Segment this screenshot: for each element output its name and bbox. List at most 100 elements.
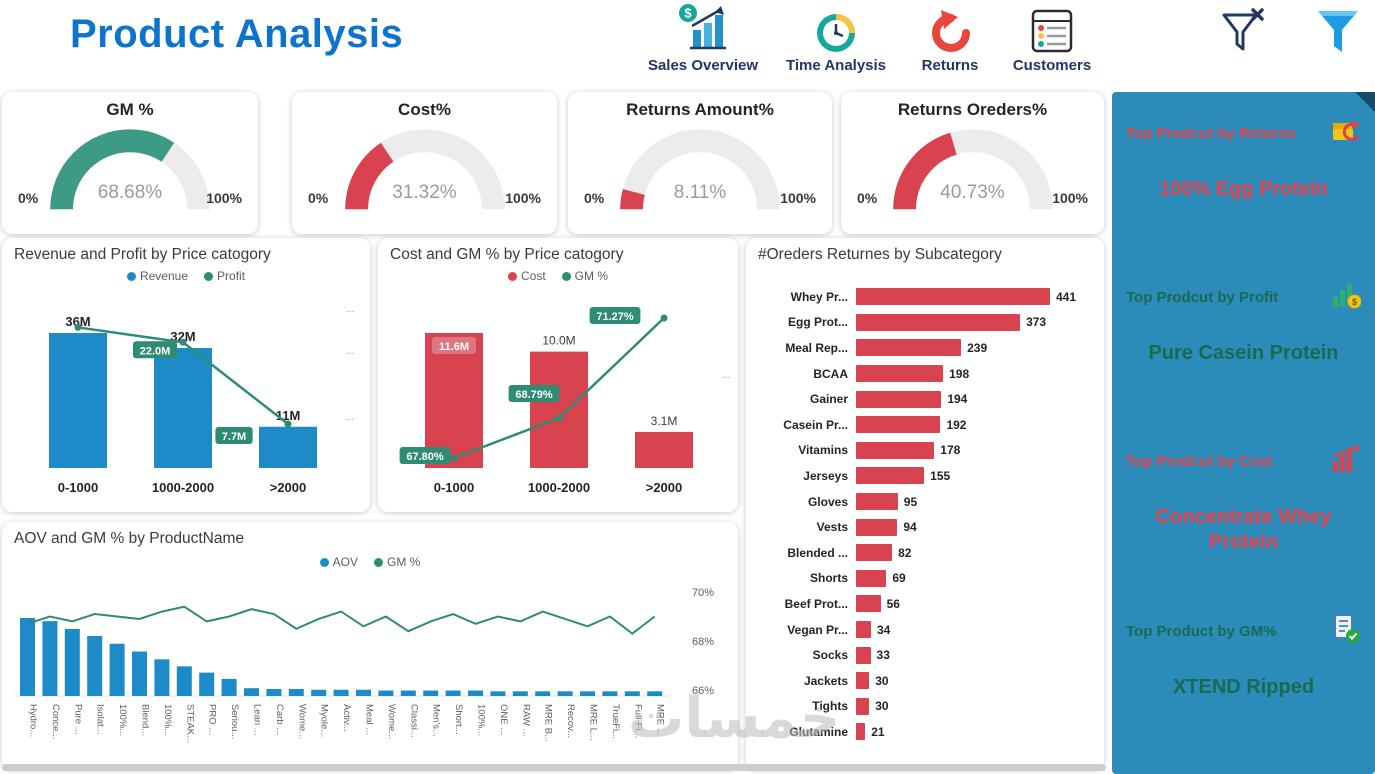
legend-item-cost[interactable]: Cost: [507, 269, 546, 283]
nav-time-analysis[interactable]: Time Analysis: [775, 2, 897, 74]
aov-bar-14[interactable]: [333, 689, 349, 696]
aov-bar-13[interactable]: [311, 689, 327, 696]
returns-bar[interactable]: [856, 467, 925, 485]
aov-bar-8[interactable]: [199, 672, 215, 696]
subcategory-row-Meal-Rep-[interactable]: Meal Rep... 239: [754, 335, 1100, 361]
cost-bar-0-1000[interactable]: [425, 333, 483, 468]
returns-bar[interactable]: [856, 416, 941, 434]
aov-bar-7[interactable]: [176, 666, 192, 696]
legend-item-profit[interactable]: Profit: [204, 269, 245, 283]
aov-bar-16[interactable]: [378, 690, 394, 696]
aov-bar-4[interactable]: [109, 643, 125, 696]
returns-bar[interactable]: [856, 365, 944, 383]
aov-bar-9[interactable]: [221, 678, 237, 696]
header: Product Analysis $ Sales Overview: [0, 0, 1375, 90]
gm-point-0-1000[interactable]: [450, 454, 458, 462]
aov-bar-21[interactable]: [490, 691, 506, 696]
subcategory-row-Gainer[interactable]: Gainer 194: [754, 386, 1100, 412]
cost-bar->2000[interactable]: [635, 431, 693, 468]
legend-item-gm2[interactable]: GM %: [374, 555, 420, 569]
aov-bar-23[interactable]: [535, 691, 551, 696]
gauge-max-label: 100%: [505, 190, 541, 206]
returns-bar[interactable]: [856, 723, 866, 741]
subcategory-row-Vegan-Pr-[interactable]: Vegan Pr... 34: [754, 617, 1100, 643]
subcategory-label: Vitamins: [798, 443, 848, 458]
aov-bar-27[interactable]: [624, 691, 640, 696]
aov-bar-25[interactable]: [580, 691, 595, 696]
profit-point-1000-2000[interactable]: [179, 338, 187, 346]
subcategory-row-Vitamins[interactable]: Vitamins 178: [754, 438, 1100, 464]
funnel-filled-icon[interactable]: [1315, 6, 1361, 61]
gm-point->2000[interactable]: [660, 314, 668, 322]
subcategory-row-Glutamine[interactable]: Glutamine 21: [754, 719, 1100, 745]
aov-bar-26[interactable]: [602, 691, 618, 696]
aov-bar-6[interactable]: [154, 659, 170, 696]
profit-point-0-1000[interactable]: [74, 323, 82, 331]
nav-customers[interactable]: Customers: [1000, 2, 1104, 74]
subcategory-row-Socks[interactable]: Socks 33: [754, 642, 1100, 668]
side-item-title: Top Prodcut by Cost: [1126, 453, 1273, 470]
aov-bar-5[interactable]: [132, 651, 147, 696]
subcategory-row-Shorts[interactable]: Shorts 69: [754, 566, 1100, 592]
subcategory-row-Whey-Pr-[interactable]: Whey Pr... 441: [754, 284, 1100, 310]
aov-bar-10[interactable]: [244, 688, 259, 696]
sidebar-top-products: Top Prodcut by Returns 100% Egg Protein …: [1112, 92, 1375, 774]
subcategory-row-Jerseys[interactable]: Jerseys 155: [754, 463, 1100, 489]
returns-bar[interactable]: [856, 313, 1021, 331]
aov-bar-1[interactable]: [42, 621, 58, 696]
subcategory-row-Blended-[interactable]: Blended ... 82: [754, 540, 1100, 566]
subcategory-row-Egg-Prot-[interactable]: Egg Prot... 373: [754, 310, 1100, 336]
subcategory-row-Jackets[interactable]: Jackets 30: [754, 668, 1100, 694]
subcategory-label: Meal Rep...: [785, 340, 848, 355]
aov-bar-18[interactable]: [423, 690, 439, 696]
x-axis-label: Isolat...: [95, 704, 106, 735]
data-label: 67.80%: [406, 451, 444, 463]
subcategory-row-Tights[interactable]: Tights 30: [754, 694, 1100, 720]
returns-bar[interactable]: [856, 672, 870, 690]
gauge-arc: [620, 129, 780, 210]
returns-bar[interactable]: [856, 390, 942, 408]
revenue-bar-0-1000[interactable]: [49, 333, 107, 468]
gm-point-1000-2000[interactable]: [555, 414, 563, 422]
aov-bar-3[interactable]: [87, 635, 103, 696]
returns-bar[interactable]: [856, 339, 962, 357]
aov-bar-24[interactable]: [557, 691, 573, 696]
returns-bar[interactable]: [856, 518, 898, 536]
aov-bar-15[interactable]: [356, 689, 371, 696]
aov-bar-28[interactable]: [647, 691, 663, 696]
returns-bar[interactable]: [856, 569, 887, 587]
returns-bar[interactable]: [856, 697, 870, 715]
returns-bar[interactable]: [856, 595, 881, 613]
subcategory-row-Gloves[interactable]: Gloves 95: [754, 489, 1100, 515]
legend-item-gm[interactable]: GM %: [561, 269, 608, 283]
aov-bar-22[interactable]: [512, 691, 528, 696]
returns-bar[interactable]: [856, 288, 1050, 306]
profit-point->2000[interactable]: [284, 420, 292, 428]
aov-bar-12[interactable]: [288, 688, 304, 696]
nav-returns[interactable]: Returns: [905, 2, 995, 74]
subcategory-row-Beef-Prot-[interactable]: Beef Prot... 56: [754, 591, 1100, 617]
aov-bar-2[interactable]: [64, 628, 80, 696]
aov-bar-0[interactable]: [20, 618, 35, 696]
funnel-clear-icon[interactable]: [1220, 6, 1266, 61]
returns-bar[interactable]: [856, 646, 871, 664]
subcategory-row-Vests[interactable]: Vests 94: [754, 514, 1100, 540]
returns-value: 30: [875, 699, 889, 714]
aov-bar-11[interactable]: [266, 688, 282, 696]
aov-bar-19[interactable]: [445, 690, 461, 696]
returns-bar[interactable]: [856, 544, 893, 562]
returns-bar[interactable]: [856, 621, 871, 639]
legend-item-revenue[interactable]: Revenue: [126, 269, 188, 283]
nav-sales-overview[interactable]: $ Sales Overview: [633, 2, 773, 74]
revenue-bar->2000[interactable]: [259, 426, 317, 468]
aov-bar-20[interactable]: [468, 690, 483, 696]
returns-bar[interactable]: [856, 493, 898, 511]
subcategory-row-BCAA[interactable]: BCAA 198: [754, 361, 1100, 387]
cost-bar-1000-2000[interactable]: [530, 351, 588, 468]
horizontal-scrollbar[interactable]: [2, 764, 1106, 771]
legend-item-aov[interactable]: AOV: [319, 555, 358, 569]
aov-bar-17[interactable]: [400, 690, 416, 696]
returns-bar[interactable]: [856, 441, 935, 459]
revenue-bar-1000-2000[interactable]: [154, 348, 212, 468]
subcategory-row-Casein-Pr-[interactable]: Casein Pr... 192: [754, 412, 1100, 438]
